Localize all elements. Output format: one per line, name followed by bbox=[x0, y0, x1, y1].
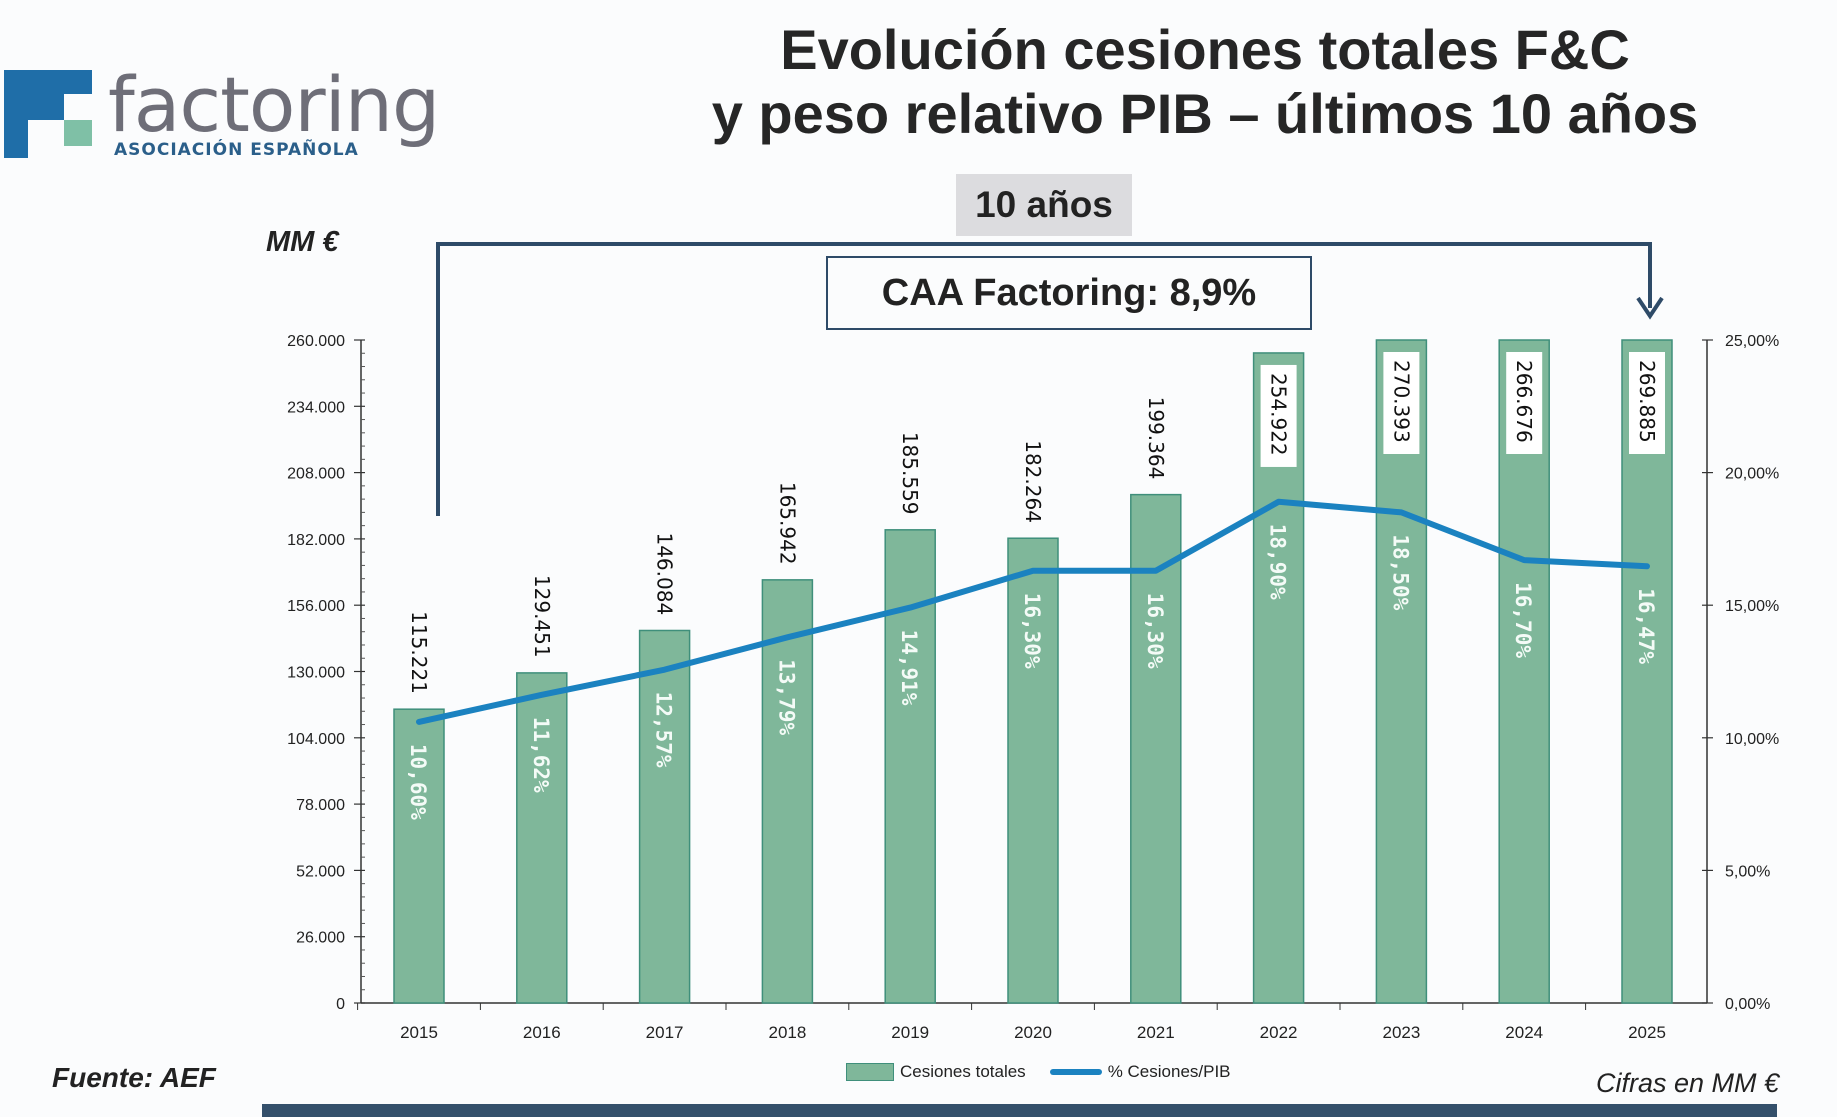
y-tick-label-left: 52.000 bbox=[296, 863, 345, 880]
bar bbox=[1007, 537, 1059, 1004]
y-tick-label-right: 15,00% bbox=[1725, 598, 1779, 615]
factoring-logo: factoring ASOCIACIÓN ESPAÑOLA bbox=[0, 60, 460, 168]
period-badge: 10 años bbox=[956, 174, 1132, 236]
bar bbox=[1130, 493, 1182, 1004]
y-tick-label-left: 104.000 bbox=[287, 731, 345, 748]
y-tick-label-right: 20,00% bbox=[1725, 466, 1779, 483]
line-value-label: 10,60% bbox=[406, 744, 430, 820]
y-tick-label-right: 10,00% bbox=[1725, 731, 1779, 748]
bracket-line bbox=[436, 242, 1652, 516]
bar bbox=[638, 629, 691, 1004]
bar-value-label-bg bbox=[1383, 352, 1420, 454]
line-value-label: 13,79% bbox=[774, 659, 798, 735]
bar-value-label: 182.264 bbox=[1021, 440, 1045, 523]
title-line-2: y peso relativo PIB – últimos 10 años bbox=[711, 82, 1699, 145]
logo-mark-icon bbox=[4, 70, 92, 158]
bar bbox=[761, 579, 814, 1004]
bar-value-label: 199.364 bbox=[1144, 397, 1168, 480]
line-value-label: 18,50% bbox=[1388, 534, 1412, 610]
y-tick-label-left: 26.000 bbox=[296, 930, 345, 947]
bar-value-label: 146.084 bbox=[653, 532, 677, 615]
x-tick-label: 2024 bbox=[1505, 1023, 1543, 1042]
line-value-label: 11,62% bbox=[529, 717, 553, 793]
y-tick-label-left: 182.000 bbox=[287, 532, 345, 549]
bar-value-label: 254.922 bbox=[1267, 373, 1291, 456]
units-note: Cifras en MM € bbox=[1596, 1068, 1780, 1098]
line-value-label: 18,90% bbox=[1266, 524, 1290, 600]
y-tick-label-right: 5,00% bbox=[1725, 863, 1770, 880]
bar-value-label: 185.559 bbox=[898, 432, 922, 515]
title-line-1: Evolución cesiones totales F&C bbox=[780, 18, 1630, 81]
data-labels: 115.221 10,60% 129.451 11,62% 146.084 12,57% 1… bbox=[406, 352, 1665, 820]
bar-value-label: 129.451 bbox=[530, 575, 554, 658]
legend-label-bars: Cesiones totales bbox=[900, 1062, 1026, 1081]
x-tick-label: 2025 bbox=[1628, 1023, 1666, 1042]
chart-legend: Cesiones totales % Cesiones/PIB bbox=[846, 1062, 1231, 1082]
bar-value-label-bg bbox=[1260, 364, 1297, 467]
y-tick-label-left: 260.000 bbox=[287, 333, 345, 350]
x-tick-label: 2022 bbox=[1260, 1023, 1298, 1042]
axes: 0 26.000 52.000 78.000 104.000 130.000 156.000… bbox=[287, 333, 1779, 1042]
legend-label-line: % Cesiones/PIB bbox=[1107, 1062, 1231, 1081]
bar-value-label-bg bbox=[1629, 352, 1665, 454]
bar bbox=[393, 708, 445, 1004]
y-tick-label-right: 25,00% bbox=[1725, 333, 1779, 350]
bars bbox=[393, 339, 1673, 1004]
bracket-arrow-icon bbox=[1636, 296, 1664, 320]
y-tick-label-left: 156.000 bbox=[287, 598, 345, 615]
y-tick-label-left: 208.000 bbox=[287, 466, 345, 483]
bar-value-label: 270.393 bbox=[1389, 360, 1413, 443]
line-value-label: 16,70% bbox=[1511, 582, 1535, 658]
period-bracket bbox=[436, 242, 1664, 516]
y-tick-label-left: 0 bbox=[336, 996, 345, 1013]
y-tick-label-left: 78.000 bbox=[296, 797, 345, 814]
line-value-label: 16,47% bbox=[1634, 588, 1658, 664]
bar-value-label: 165.942 bbox=[775, 482, 799, 565]
logo-subtitle: ASOCIACIÓN ESPAÑOLA bbox=[114, 140, 359, 160]
logo-text: factoring bbox=[108, 60, 440, 149]
bar-value-label: 266.676 bbox=[1512, 360, 1536, 443]
y-tick-label-left: 234.000 bbox=[287, 399, 345, 416]
x-tick-label: 2017 bbox=[646, 1023, 684, 1042]
y-tick-label-left: 130.000 bbox=[287, 665, 345, 682]
legend-swatch-bars bbox=[846, 1063, 894, 1081]
x-tick-label: 2018 bbox=[768, 1023, 806, 1042]
line-value-label: 12,57% bbox=[652, 692, 676, 768]
legend-swatch-line bbox=[1049, 1069, 1102, 1075]
x-tick-label: 2019 bbox=[891, 1023, 929, 1042]
x-tick-label: 2015 bbox=[400, 1023, 438, 1042]
line-value-label: 16,30% bbox=[1143, 593, 1167, 669]
line-value-label: 16,30% bbox=[1020, 593, 1044, 669]
line-series bbox=[416, 498, 1650, 725]
x-tick-label: 2023 bbox=[1382, 1023, 1420, 1042]
footer-bar bbox=[262, 1104, 1777, 1117]
x-tick-label: 2021 bbox=[1137, 1023, 1175, 1042]
x-tick-label: 2020 bbox=[1014, 1023, 1052, 1042]
bar-value-label: 269.885 bbox=[1635, 360, 1659, 443]
bar bbox=[516, 672, 568, 1004]
page-title: Evolución cesiones totales F&C y peso re… bbox=[640, 18, 1770, 146]
caa-annotation-box: CAA Factoring: 8,9% bbox=[826, 256, 1312, 330]
x-tick-label: 2016 bbox=[523, 1023, 561, 1042]
y-axis-unit-label: MM € bbox=[266, 226, 339, 258]
bar-value-label: 115.221 bbox=[407, 611, 431, 694]
line-value-label: 14,91% bbox=[897, 630, 921, 706]
source-note: Fuente: AEF bbox=[52, 1062, 216, 1093]
y-tick-label-right: 0,00% bbox=[1725, 996, 1770, 1013]
bar-value-label-bg bbox=[1506, 352, 1543, 454]
